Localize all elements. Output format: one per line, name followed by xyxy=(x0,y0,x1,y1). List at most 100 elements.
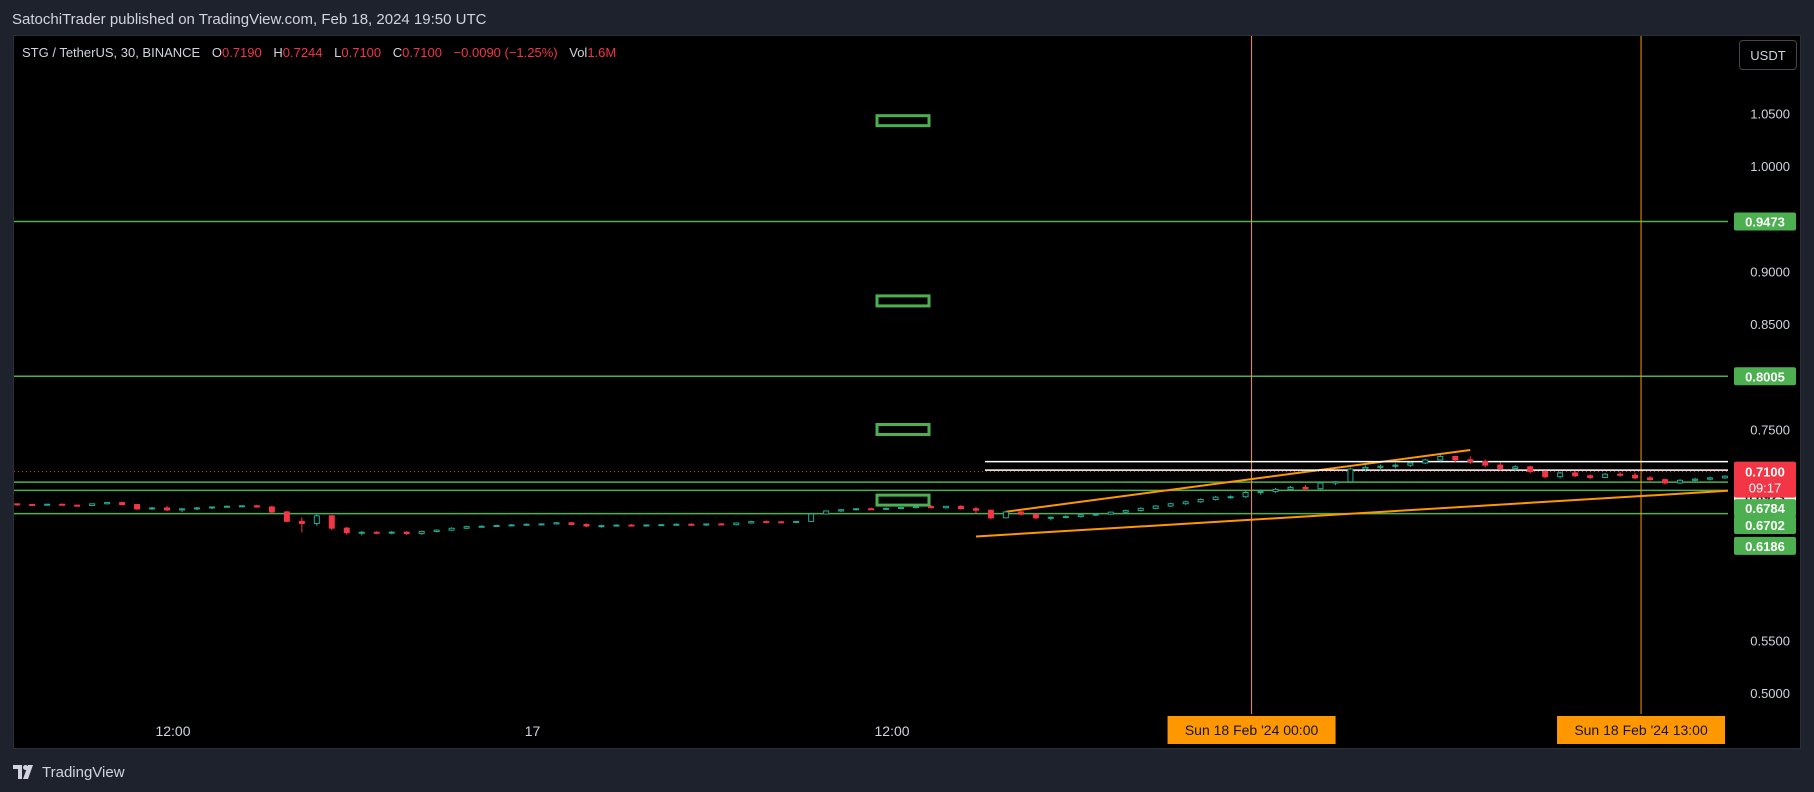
candle-body xyxy=(1332,481,1339,484)
candle xyxy=(1497,462,1504,471)
level-price-chip-bg xyxy=(1734,367,1796,386)
candle xyxy=(1706,476,1713,481)
candle xyxy=(583,523,590,528)
candle-body xyxy=(1542,471,1549,478)
candle xyxy=(1377,464,1384,471)
candle-body xyxy=(14,503,21,506)
candle xyxy=(1227,495,1234,499)
candle xyxy=(373,531,380,535)
candle-body xyxy=(1572,472,1579,477)
candle-body xyxy=(1497,464,1504,469)
candle-body xyxy=(793,520,800,523)
candle xyxy=(868,507,875,511)
candle xyxy=(1527,465,1534,474)
candle-body xyxy=(898,507,905,510)
candle xyxy=(927,505,934,509)
tradingview-brand[interactable]: TradingView xyxy=(13,764,125,781)
candle xyxy=(1107,511,1114,515)
candle-body xyxy=(119,502,126,506)
candle xyxy=(1017,510,1024,516)
candle-body xyxy=(643,524,650,527)
candle xyxy=(1467,456,1474,465)
candle-body xyxy=(568,522,575,525)
candle-body xyxy=(463,526,470,529)
candle xyxy=(1662,478,1669,485)
candle-body xyxy=(1107,511,1114,515)
candle-body xyxy=(523,523,530,526)
candle-body xyxy=(718,523,725,526)
candle xyxy=(808,512,815,523)
candle-body xyxy=(238,505,245,508)
time-tick-label: 12:00 xyxy=(155,723,190,739)
currency-button[interactable]: USDT xyxy=(1739,40,1797,70)
symbol-name[interactable]: STG / TetherUS, 30, BINANCE xyxy=(22,45,201,60)
candle-body xyxy=(1017,511,1024,515)
candle-body xyxy=(763,521,770,524)
candle xyxy=(134,504,141,510)
candle xyxy=(778,520,785,524)
candle-body xyxy=(178,508,185,511)
candle xyxy=(1092,513,1099,517)
candle-body xyxy=(388,531,395,534)
candle-body xyxy=(1182,501,1189,505)
candle xyxy=(1676,479,1683,484)
candle xyxy=(448,527,455,532)
candle-body xyxy=(583,523,590,527)
candle-body xyxy=(703,523,710,526)
candle xyxy=(403,531,410,536)
level-price-chip-text: 0.8005 xyxy=(1745,369,1785,384)
candle-body xyxy=(59,503,66,506)
candle-body xyxy=(418,531,425,535)
footer: TradingView xyxy=(0,752,1814,792)
candle xyxy=(1347,467,1354,484)
candle-body xyxy=(1272,488,1279,493)
target-box xyxy=(875,423,931,436)
candle-body xyxy=(1242,492,1249,498)
low-label: L xyxy=(334,45,342,60)
chart-pane[interactable] xyxy=(13,35,1801,749)
high-label: H xyxy=(273,45,283,60)
side-price-chip-text: 0.6784 xyxy=(1745,501,1786,516)
low-value: 0.7100 xyxy=(341,45,382,60)
candle xyxy=(1167,502,1174,507)
candle xyxy=(553,522,560,525)
candle-body xyxy=(1212,496,1219,500)
candle xyxy=(658,523,665,527)
candle-body xyxy=(193,507,200,510)
candle xyxy=(313,514,320,526)
level-price-chip: 0.8005 xyxy=(1734,367,1796,386)
candle xyxy=(253,504,260,508)
vertical-marker-date-bg xyxy=(1167,716,1336,744)
close-value: 0.7100 xyxy=(402,45,442,60)
candle-body xyxy=(778,521,785,524)
candle xyxy=(1797,461,1802,468)
candle xyxy=(703,523,710,527)
candle xyxy=(1122,509,1129,513)
candle-body xyxy=(164,507,171,511)
candle xyxy=(59,503,66,506)
candle xyxy=(613,524,620,527)
candle-body xyxy=(1362,466,1369,470)
candle-body xyxy=(74,504,81,507)
candle-body xyxy=(1422,459,1429,464)
candle-body xyxy=(403,531,410,535)
candle xyxy=(718,522,725,526)
candle xyxy=(433,529,440,533)
candle xyxy=(1721,475,1728,479)
candle xyxy=(1077,513,1084,518)
candle-body xyxy=(1062,516,1069,519)
candle-body xyxy=(1557,472,1564,478)
candle-body xyxy=(343,527,350,534)
candle-body xyxy=(1676,479,1683,484)
candle-body xyxy=(298,520,305,525)
candle xyxy=(1032,513,1039,519)
target-box xyxy=(875,114,931,128)
price-tick-label: 0.5000 xyxy=(1750,686,1790,701)
price-tick-label: 0.5500 xyxy=(1750,633,1790,648)
side-price-chip-bg xyxy=(1734,536,1796,555)
candle-body xyxy=(1077,514,1084,518)
candle-body xyxy=(1092,513,1099,516)
price-tick-label: 1.0500 xyxy=(1750,106,1790,121)
high-value: 0.7244 xyxy=(282,45,323,60)
